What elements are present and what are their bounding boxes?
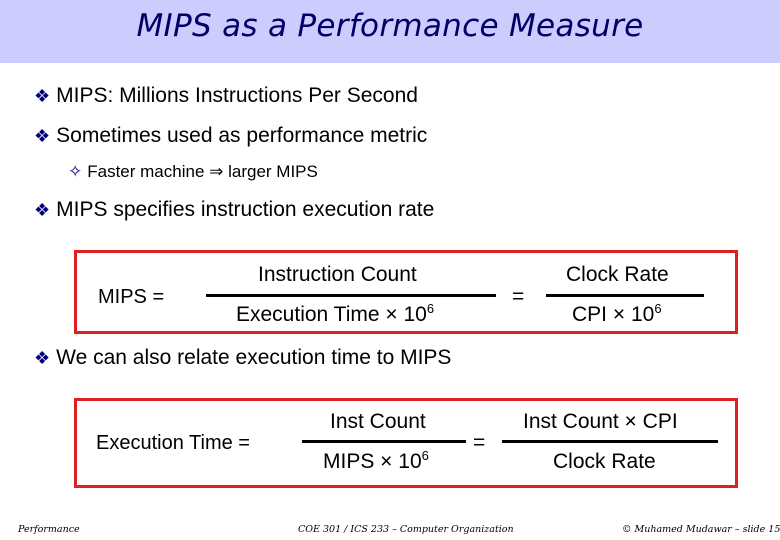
diamond-bullet-icon: ❖ — [34, 200, 51, 220]
formula1-lhs: MIPS = — [98, 286, 165, 308]
formula2-numerator-2: Inst Count × CPI — [523, 410, 678, 433]
slide-title: MIPS as a Performance Measure — [136, 8, 644, 44]
bullet-mips-definition: ❖ MIPS: Millions Instructions Per Second — [34, 84, 418, 108]
bullet-text: We can also relate execution time to MIP… — [56, 346, 452, 369]
star-bullet-icon: ✧ — [68, 162, 83, 181]
title-bar — [0, 0, 780, 63]
bullet-execution-rate: ❖ MIPS specifies instruction execution ra… — [34, 198, 434, 222]
execution-time-formula-box — [74, 398, 738, 488]
formula1-numerator: Instruction Count — [258, 263, 417, 286]
formula1-numerator-2: Clock Rate — [566, 263, 669, 286]
mips-formula-box — [74, 250, 738, 334]
formula2-fraction-bar-2 — [502, 440, 718, 443]
formula1-equals: = — [512, 285, 525, 308]
diamond-bullet-icon: ❖ — [34, 126, 51, 146]
diamond-bullet-icon: ❖ — [34, 86, 51, 106]
bullet-text: MIPS: Millions Instructions Per Second — [56, 84, 418, 107]
formula2-lhs: Execution Time = — [96, 432, 250, 454]
formula1-fraction-bar-2 — [546, 294, 704, 297]
footer-right: © Muhamed Mudawar – slide 15 — [622, 524, 780, 535]
sub-bullet-text: Faster machine ⇒ larger MIPS — [87, 162, 318, 181]
footer-center: COE 301 / ICS 233 – Computer Organizatio… — [298, 524, 514, 535]
formula1-denominator: Execution Time × 106 — [236, 301, 435, 326]
formula2-denominator-2: Clock Rate — [553, 450, 656, 473]
sub-bullet-faster-machine: ✧ Faster machine ⇒ larger MIPS — [68, 162, 318, 182]
formula2-numerator: Inst Count — [330, 410, 426, 433]
formula2-denominator: MIPS × 106 — [323, 448, 429, 473]
formula2-equals: = — [473, 431, 486, 454]
bullet-execution-time: ❖ We can also relate execution time to MI… — [34, 346, 451, 370]
diamond-bullet-icon: ❖ — [34, 348, 51, 368]
formula1-fraction-bar — [206, 294, 496, 297]
bullet-performance-metric: ❖ Sometimes used as performance metric — [34, 124, 427, 148]
formula1-denominator-2: CPI × 106 — [572, 301, 662, 326]
bullet-text: Sometimes used as performance metric — [56, 124, 428, 147]
footer-left: Performance — [18, 524, 80, 535]
formula2-fraction-bar — [302, 440, 466, 443]
bullet-text: MIPS specifies instruction execution rat… — [56, 198, 435, 221]
